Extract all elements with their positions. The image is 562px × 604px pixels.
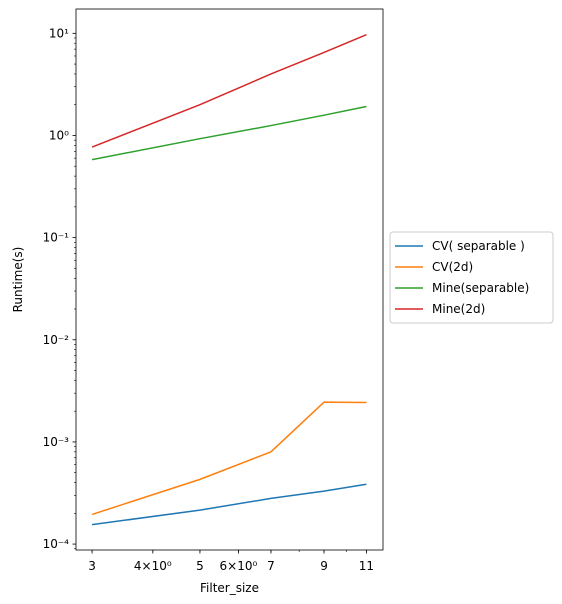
legend-label: CV(2d): [432, 260, 473, 274]
legend-label: Mine(2d): [432, 302, 485, 316]
y-tick-label: 10¹: [49, 26, 69, 40]
legend: CV( separable ) CV(2d) Mine(separable) Mine…: [389, 231, 554, 324]
y-tick-label: 10⁻¹: [43, 231, 70, 245]
x-tick-label: 9: [320, 559, 328, 573]
y-tick-label: 10⁰: [49, 128, 69, 142]
y-tick-label: 10⁻⁴: [43, 537, 70, 551]
x-tick-label: 4×10⁰: [134, 559, 172, 573]
legend-label: Mine(separable): [432, 281, 529, 295]
x-tick-label: 3: [88, 559, 96, 573]
series-line-4: [91, 33, 367, 148]
legend-box: [389, 231, 554, 324]
series-line-1: [91, 483, 367, 526]
x-tick-label: 6×10⁰: [220, 559, 258, 573]
y-tick-label: 10⁻²: [43, 333, 70, 347]
x-axis-label: Filter_size: [200, 581, 259, 595]
x-tick-label: 7: [267, 559, 275, 573]
plot-frame: [75, 8, 384, 551]
x-tick-label: 5: [196, 559, 204, 573]
y-tick-label: 10⁻³: [43, 435, 70, 449]
legend-label: CV( separable ): [432, 239, 525, 253]
y-axis-label: Runtime(s): [11, 247, 25, 313]
series-line-2: [91, 401, 367, 516]
x-tick-label: 11: [359, 559, 374, 573]
series-line-3: [91, 105, 367, 161]
